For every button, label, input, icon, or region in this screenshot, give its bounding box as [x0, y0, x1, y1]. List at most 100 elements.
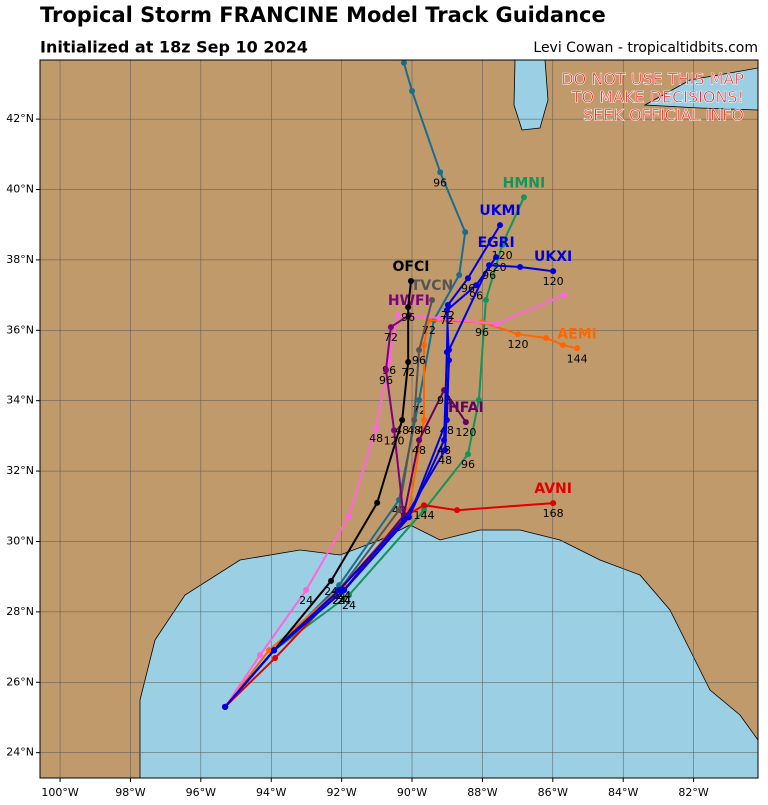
- track-point: [373, 425, 380, 432]
- x-tick-label: 96°W: [186, 786, 216, 799]
- track-point: [444, 301, 451, 308]
- y-tick-label: 32°N: [6, 464, 34, 477]
- track-point: [429, 297, 436, 304]
- forecast-hour: 96: [461, 458, 475, 471]
- forecast-hour: 120: [507, 338, 528, 351]
- forecast-hour: 24: [342, 599, 356, 612]
- forecast-hour: 96: [379, 374, 393, 387]
- track-point: [517, 263, 524, 270]
- track-point: [482, 297, 489, 304]
- y-tick-label: 24°N: [6, 746, 34, 759]
- model-name: AEMI: [557, 326, 597, 342]
- track-point: [464, 451, 471, 458]
- forecast-hour: 144: [413, 509, 434, 522]
- forecast-hour: 120: [455, 426, 476, 439]
- track-point: [493, 254, 500, 261]
- forecast-hour: 24: [337, 594, 351, 607]
- track-point: [462, 419, 469, 426]
- forecast-hour: 96: [482, 269, 496, 282]
- warning: SEEK OFFICIAL INFO: [583, 106, 744, 125]
- track-point: [405, 304, 412, 311]
- track-point: [493, 320, 500, 327]
- y-tick-label: 26°N: [6, 675, 34, 688]
- track-point: [550, 500, 557, 507]
- track-point: [442, 446, 449, 453]
- track-point: [336, 587, 343, 594]
- track-point: [382, 367, 389, 374]
- track-line: [224, 280, 412, 708]
- track-point: [550, 268, 557, 275]
- lake-michigan: [513, 60, 549, 131]
- track-point: [543, 335, 550, 342]
- forecast-hour: 96: [433, 176, 447, 189]
- track-point: [407, 278, 414, 285]
- forecast-hour: 24: [337, 594, 351, 607]
- track-point: [341, 587, 348, 594]
- track-point: [420, 417, 427, 424]
- forecast-hour: 96: [461, 282, 475, 295]
- track-point: [416, 437, 423, 444]
- model-name: EGRI: [478, 235, 515, 251]
- track-point: [346, 591, 353, 598]
- forecast-hour: 48: [412, 444, 426, 457]
- track-point: [464, 275, 471, 282]
- track-point: [574, 345, 581, 352]
- y-tick-label: 36°N: [6, 323, 34, 336]
- model-name: HMNI: [503, 175, 546, 191]
- forecast-hour: 120: [543, 275, 564, 288]
- x-tick-label: 98°W: [115, 786, 145, 799]
- track-point: [473, 282, 480, 289]
- track-point: [409, 87, 416, 94]
- track-point: [266, 647, 273, 654]
- gulf: [139, 524, 758, 778]
- x-tick-label: 92°W: [326, 786, 356, 799]
- forecast-hour: 24: [337, 594, 351, 607]
- forecast-hour: 24: [337, 594, 351, 607]
- track-point: [405, 358, 412, 365]
- y-tick-label: 28°N: [6, 605, 34, 618]
- model-name: UKXI: [534, 249, 572, 265]
- title: Tropical Storm FRANCINE Model Track Guid…: [40, 3, 606, 27]
- y-tick-label: 38°N: [6, 253, 34, 266]
- forecast-hour: 48: [369, 432, 383, 445]
- forecast-hour: 168: [543, 507, 564, 520]
- track-point: [462, 229, 469, 236]
- forecast-hour: 24: [299, 594, 313, 607]
- track-point: [420, 507, 427, 514]
- model-name: TVCN: [411, 278, 453, 294]
- track-point: [222, 703, 229, 710]
- track-point: [271, 647, 278, 654]
- track-point: [272, 654, 279, 661]
- forecast-hour: 72: [441, 309, 455, 322]
- track-point: [399, 417, 406, 424]
- track-point: [374, 499, 381, 506]
- track-point: [441, 437, 448, 444]
- track-point: [420, 502, 427, 509]
- x-tick-label: 84°W: [608, 786, 638, 799]
- map-frame: [39, 59, 759, 779]
- track-point: [520, 194, 527, 201]
- track-point: [394, 312, 401, 319]
- forecast-hour: 144: [567, 352, 588, 365]
- forecast-hour: 96: [412, 354, 426, 367]
- track-point: [454, 507, 461, 514]
- track-point: [499, 242, 506, 249]
- lake-erie: [643, 67, 758, 111]
- forecast-hour: 48: [395, 424, 409, 437]
- forecast-hour: 120: [384, 434, 405, 447]
- forecast-hour: 48: [440, 424, 454, 437]
- warning: TO MAKE DECISIONS!: [571, 88, 744, 107]
- x-tick-label: 86°W: [538, 786, 568, 799]
- track-point: [391, 427, 398, 434]
- basemap: 24487296CTCI2496120HMNI24487296120144AEM…: [40, 60, 758, 778]
- track-point: [443, 349, 450, 356]
- model-name: OFCI: [392, 259, 429, 275]
- track-point: [387, 324, 394, 331]
- track-point: [416, 396, 423, 403]
- track-point: [497, 222, 504, 229]
- track-line: [224, 294, 565, 708]
- y-tick-label: 42°N: [6, 112, 34, 125]
- track-point: [328, 577, 335, 584]
- forecast-hour: 96: [475, 326, 489, 339]
